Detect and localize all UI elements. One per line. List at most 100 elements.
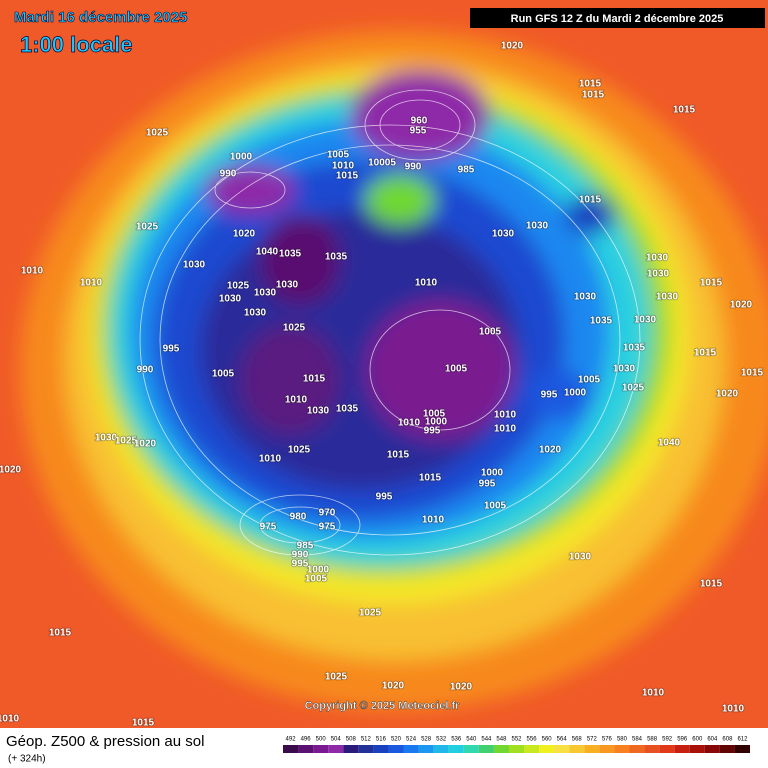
legend-swatch [388,745,404,753]
pressure-label: 1040 [658,438,681,449]
legend-swatch [524,745,540,753]
legend-label: 576 [602,737,613,743]
legend-label: 596 [677,737,688,743]
legend-label: 552 [511,737,522,743]
legend-label: 600 [692,737,703,743]
legend-label: 584 [632,737,643,743]
pressure-label: 1010 [422,515,445,526]
pressure-label: 1020 [233,229,256,240]
legend-label: 528 [421,737,432,743]
pressure-label: 1025 [288,445,311,456]
pressure-label: 970 [319,508,336,519]
pressure-label: 1030 [254,288,277,299]
pressure-label: 1030 [276,280,299,291]
pressure-label: 1035 [623,343,646,354]
pressure-label: 1010 [415,278,438,289]
time: 1:00 locale [20,32,133,57]
legend-label: 564 [557,737,568,743]
pressure-label: 1015 [49,628,72,639]
pressure-label: 1020 [539,445,562,456]
date: Mardi 16 décembre 2025 [14,9,187,26]
pressure-label: 1010 [80,278,103,289]
legend-label: 556 [527,737,538,743]
pressure-label: 1005 [445,364,468,375]
pressure-label: 1005 [212,369,235,380]
legend-swatch [343,745,359,753]
legend-swatch [298,745,314,753]
pressure-label: 975 [319,522,336,533]
legend-swatch [328,745,344,753]
legend-label: 508 [346,737,357,743]
pressure-label: 1030 [647,269,670,280]
pressure-label: 1025 [115,436,138,447]
pressure-label: 1025 [146,128,169,139]
run-box [470,8,765,28]
run-info: Run GFS 12 Z du Mardi 2 décembre 2025 [511,13,724,25]
legend-label: 580 [617,737,628,743]
lead-time: (+ 324h) [8,754,46,765]
pressure-label: 1015 [673,105,696,116]
pressure-label: 1030 [574,292,597,303]
pressure-label: 955 [410,126,427,137]
pressure-label: 1025 [359,608,382,619]
pressure-label: 1020 [730,300,753,311]
pressure-label: 995 [541,390,558,401]
pressure-label: 1020 [134,439,157,450]
pressure-label: 1030 [656,292,679,303]
pressure-label: 1015 [700,278,723,289]
pressure-label: 1020 [0,465,22,476]
pressure-label: 1000 [564,388,587,399]
legend-label: 588 [647,737,658,743]
pressure-label: 1015 [579,79,602,90]
pressure-label: 980 [290,512,307,523]
legend-swatch [508,745,525,753]
legend-swatch [539,745,555,753]
legend-swatch [418,745,434,753]
pressure-label: 1010 [285,395,308,406]
legend-label: 604 [707,737,718,743]
pressure-label: 1010 [398,418,421,429]
pressure-label: 1020 [450,682,473,693]
pressure-label: 1030 [244,308,267,319]
pressure-label: 990 [292,550,309,561]
legend-label: 516 [376,737,387,743]
legend-swatch [448,745,464,753]
color-legend: 492 496 500 504 508 512 516 520 524 528 532 536 540 5… [283,737,750,753]
pressure-labels: 1020 1015 1015 1015 1025 1000 1005 1010 1015 1000… [0,40,764,730]
legend-swatch [463,745,479,753]
pressure-label: 1025 [227,281,250,292]
legend-swatch [403,745,419,753]
pressure-label: 960 [411,116,428,127]
legend-label: 544 [481,737,492,743]
pressure-label: 1000 [307,565,330,576]
pressure-label: 1025 [325,672,348,683]
pressure-label: 1015 [336,171,359,182]
pressure-label: 985 [458,165,475,176]
legend-label: 524 [406,737,417,743]
legend-swatch [569,745,585,753]
legend-label: 536 [451,737,462,743]
pressure-label: 1015 [419,473,442,484]
pressure-label: 1030 [183,260,206,271]
pressure-label: 1020 [716,389,739,400]
pressure-label: 1025 [283,323,306,334]
legend-label: 612 [737,737,748,743]
legend-label: 560 [542,737,553,743]
pressure-label: 1000 [481,468,504,479]
pressure-label: 1000 [425,417,448,428]
pressure-label: 1025 [622,383,645,394]
pressure-label: 1030 [646,253,669,264]
legend-swatch [373,745,389,753]
pressure-label: 1035 [325,252,348,263]
pressure-label: 1015 [387,450,410,461]
pressure-label: 1030 [307,406,330,417]
pressure-label: 1015 [579,195,602,206]
legend-swatch [584,745,600,753]
legend-swatch [313,745,329,753]
legend-swatch [719,745,735,753]
legend-swatch [674,745,690,753]
legend-label: 500 [316,737,327,743]
